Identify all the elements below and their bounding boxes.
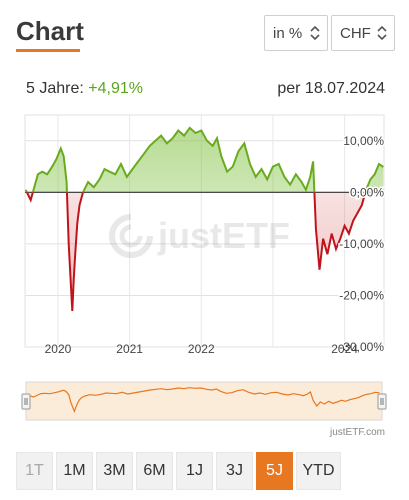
- navigator-handle-right[interactable]: [377, 393, 387, 410]
- period-label: 1J: [186, 462, 203, 479]
- period-6m[interactable]: 6M: [136, 452, 173, 490]
- as-of-date: per 18.07.2024: [277, 80, 385, 97]
- currency-select-value: CHF: [340, 24, 371, 42]
- performance-chart[interactable]: 10,00% 0,00% -10,00% -20,00% -30,00% 2020 2021…: [0, 112, 409, 362]
- unit-select[interactable]: in %: [264, 15, 328, 51]
- y-tick-label: 0,00%: [350, 185, 384, 199]
- y-tick-label: -30,00%: [339, 340, 384, 354]
- navigator-handle-left[interactable]: [21, 393, 31, 410]
- performance-value: +4,91%: [88, 80, 143, 97]
- period-label: 1T: [25, 462, 44, 479]
- period-1t[interactable]: 1T: [16, 452, 53, 490]
- period-1j[interactable]: 1J: [176, 452, 213, 490]
- x-tick-label: 2020: [45, 342, 72, 356]
- series-line-positive: [25, 126, 384, 193]
- x-tick-label: 2022: [188, 342, 215, 356]
- series-line-negative: [25, 192, 367, 311]
- x-tick-label: 2024: [331, 342, 358, 356]
- period-3j[interactable]: 3J: [216, 452, 253, 490]
- positive-area: [25, 127, 384, 193]
- y-tick-label: -10,00%: [339, 237, 384, 251]
- currency-select[interactable]: CHF: [331, 15, 395, 51]
- period-label: 3J: [226, 462, 243, 479]
- period-label: 1M: [63, 462, 86, 479]
- period-label: 5J: [266, 462, 283, 479]
- period-ytd[interactable]: YTD: [296, 452, 341, 490]
- credit-text: justETF.com: [329, 427, 385, 438]
- watermark-text: justETF: [158, 215, 290, 256]
- period-label: 3M: [103, 462, 126, 479]
- plot-frame: [24, 114, 385, 348]
- period-selector: 1T 1M 3M 6M 1J 3J 5J YTD: [16, 452, 341, 490]
- y-tick-label: -20,00%: [339, 288, 384, 302]
- chevron-updown-icon: [377, 25, 387, 41]
- period-label: 5 Jahre:: [26, 80, 84, 97]
- navigator-chart[interactable]: [0, 376, 409, 428]
- period-1m[interactable]: 1M: [56, 452, 93, 490]
- watermark: justETF: [108, 213, 290, 259]
- handle-body: [21, 393, 31, 410]
- justetf-logo-icon: [109, 214, 153, 258]
- x-tick-label: 2021: [116, 342, 143, 356]
- period-5j[interactable]: 5J: [256, 452, 293, 490]
- period-3m[interactable]: 3M: [96, 452, 133, 490]
- negative-area: [26, 192, 366, 311]
- handle-body: [377, 393, 387, 410]
- y-tick-label: 10,00%: [343, 134, 384, 148]
- title-underline: [16, 49, 80, 52]
- period-label: YTD: [302, 462, 335, 479]
- period-label: 6M: [143, 462, 166, 479]
- navigator-line: [28, 387, 380, 413]
- performance-summary: 5 Jahre: +4,91%: [26, 80, 143, 98]
- chevron-updown-icon: [310, 25, 320, 41]
- chart-title: Chart: [16, 16, 84, 46]
- unit-select-value: in %: [273, 24, 303, 42]
